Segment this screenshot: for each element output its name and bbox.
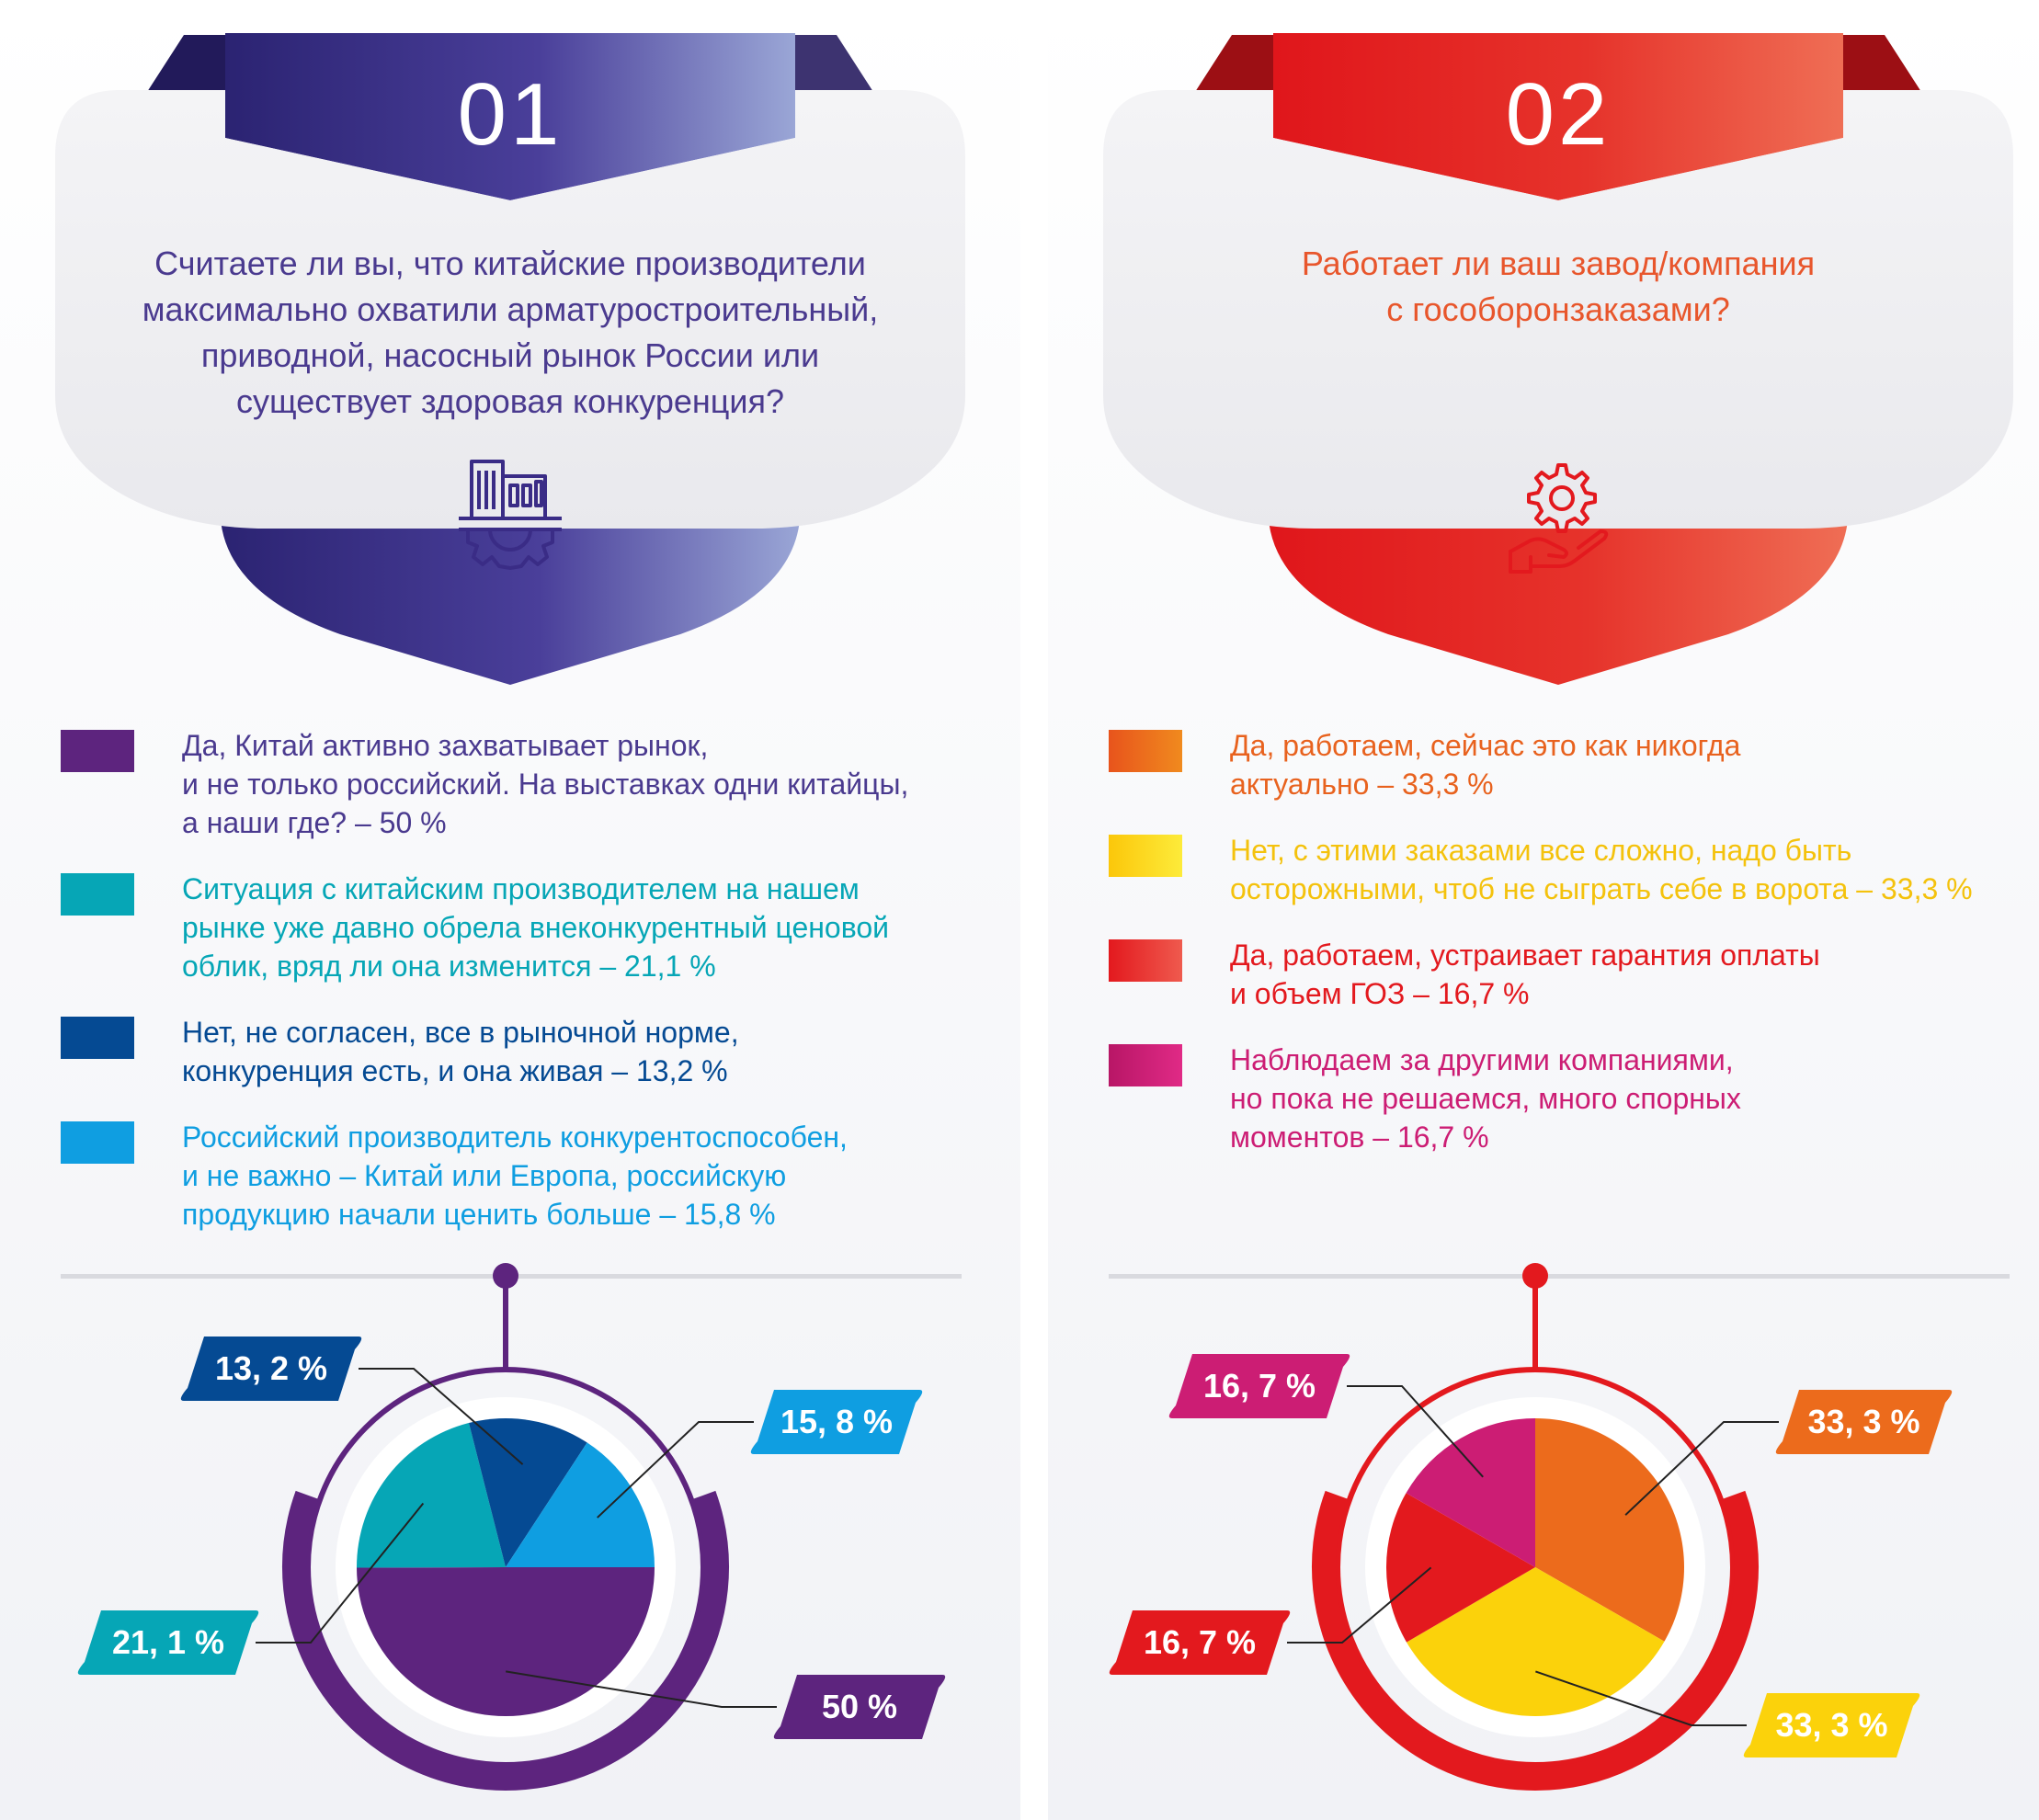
legend-text: актуально – 33,3 % — [1230, 768, 1494, 801]
label-badge — [1743, 1693, 1920, 1757]
legend-swatch — [61, 1121, 134, 1164]
header-banner — [1103, 33, 2013, 685]
gear-hand-icon — [1509, 463, 1609, 574]
outer-ring — [305, 1367, 706, 1768]
pie-slice — [468, 1418, 587, 1567]
question-line: существует здоровая конкуренция? — [236, 382, 784, 420]
label-badge — [1109, 1610, 1291, 1675]
pie-slice — [357, 1567, 655, 1717]
leader-line — [506, 1670, 777, 1708]
legend-text: и объем ГОЗ – 16,7 % — [1230, 977, 1530, 1010]
legend-text: моментов – 16,7 % — [1230, 1120, 1489, 1154]
question-text: Считаете ли вы, что китайские производит… — [120, 241, 901, 425]
legend-item: Нет, не согласен, все в рыночной норме, … — [61, 1013, 998, 1090]
legend-swatch — [1109, 730, 1182, 772]
thick-ring-arc — [282, 1490, 729, 1791]
legend: Да, Китай активно захватывает рынок, и н… — [61, 726, 998, 1261]
question-text: Работает ли ваш завод/компания с гособор… — [1168, 241, 1949, 333]
legend-text: осторожными, чтоб не сыграть себе в воро… — [1230, 872, 1973, 905]
legend-text: конкуренция есть, и она живая – 13,2 % — [182, 1054, 728, 1087]
leader-line — [1535, 1670, 1747, 1726]
data-label: 33, 3 % — [1775, 1706, 1887, 1744]
pie-chart-2: 33, 3 % 33, 3 % 16, 7 % 16, 7 % — [1109, 1263, 1953, 1791]
question-line: максимально охватили арматуростроительны… — [142, 290, 879, 328]
legend-text: но пока не решаемся, много спорных — [1230, 1082, 1741, 1115]
legend-text: Да, работаем, сейчас это как никогда — [1230, 729, 1741, 762]
legend-text: и не только российский. На выставках одн… — [182, 768, 909, 801]
legend-text: Да, работаем, устраивает гарантия оплаты — [1230, 938, 1820, 972]
data-label: 50 % — [822, 1688, 897, 1725]
legend-text: Наблюдаем за другими компаниями, — [1230, 1043, 1734, 1076]
legend-text: продукцию начали ценить больше – 15,8 % — [182, 1198, 776, 1231]
data-label: 13, 2 % — [215, 1349, 327, 1387]
label-badge — [1775, 1390, 1953, 1454]
factory-gear-icon — [459, 460, 562, 570]
legend-swatch — [1109, 939, 1182, 982]
thick-ring-arc — [1312, 1490, 1759, 1791]
panel-1: 01 Считаете ли вы, что китайские произво… — [0, 0, 1020, 1820]
legend-item: Ситуация с китайским производителем на н… — [61, 870, 998, 985]
legend-text: Нет, с этими заказами все сложно, надо б… — [1230, 834, 1852, 867]
legend-text: и не важно – Китай или Европа, российску… — [182, 1159, 787, 1192]
label-badge — [180, 1337, 362, 1401]
legend-swatch — [61, 730, 134, 772]
stem-dot — [493, 1263, 518, 1289]
pie-slice — [1406, 1418, 1535, 1567]
divider — [1109, 1274, 2010, 1279]
legend-swatch — [61, 1017, 134, 1059]
pie-slice — [357, 1423, 506, 1568]
pie-chart-1: 50 % 21, 1 % 13, 2 % 15, 8 % — [77, 1263, 946, 1791]
outer-ring — [1335, 1367, 1736, 1768]
panel-number: 02 — [1505, 65, 1612, 164]
legend-swatch — [1109, 835, 1182, 877]
legend-item: Российский производитель конкурентоспосо… — [61, 1118, 998, 1234]
data-label: 21, 1 % — [112, 1623, 224, 1661]
legend-text: Да, Китай активно захватывает рынок, — [182, 729, 709, 762]
pie-slice — [1535, 1418, 1684, 1642]
legend-text: облик, вряд ли она изменится – 21,1 % — [182, 950, 716, 983]
leader-line — [256, 1502, 425, 1644]
stem-dot — [1522, 1263, 1548, 1289]
legend-text: Российский производитель конкурентоспосо… — [182, 1120, 848, 1154]
legend-text: Ситуация с китайским производителем на н… — [182, 872, 860, 905]
data-label: 33, 3 % — [1807, 1403, 1919, 1440]
leader-line — [597, 1421, 754, 1519]
legend-item: Да, Китай активно захватывает рынок, и н… — [61, 726, 998, 842]
legend-text: рынке уже давно обрела внеконкурентный ц… — [182, 911, 890, 944]
question-line: приводной, насосный рынок России или — [200, 336, 820, 374]
legend-item: Да, работаем, устраивает гарантия оплаты… — [1109, 936, 2039, 1013]
question-line: Работает ли ваш завод/компания — [1301, 245, 1816, 282]
data-label: 16, 7 % — [1144, 1623, 1256, 1661]
legend-item: Да, работаем, сейчас это как никогда акт… — [1109, 726, 2039, 803]
legend-item: Наблюдаем за другими компаниями, но пока… — [1109, 1041, 2039, 1156]
label-badge — [77, 1610, 259, 1675]
label-badge — [773, 1675, 946, 1739]
question-line: Считаете ли вы, что китайские производит… — [154, 245, 866, 282]
leader-line — [1347, 1385, 1484, 1478]
panel-2: 02 Работает ли ваш завод/компания с госо… — [1048, 0, 2039, 1820]
question-line: с гособоронзаказами? — [1386, 290, 1730, 328]
label-badge — [750, 1390, 923, 1454]
leader-line — [1287, 1566, 1432, 1644]
legend-text: Нет, не согласен, все в рыночной норме, — [182, 1016, 739, 1049]
leader-line — [359, 1368, 524, 1465]
header-banner — [55, 33, 965, 685]
legend-item: Нет, с этими заказами все сложно, надо б… — [1109, 831, 2039, 908]
legend: Да, работаем, сейчас это как никогда акт… — [1109, 726, 2039, 1184]
legend-text: а наши где? – 50 % — [182, 806, 447, 839]
legend-swatch — [1109, 1044, 1182, 1086]
panel-number: 01 — [457, 65, 564, 164]
pie-slice — [506, 1442, 655, 1567]
legend-swatch — [61, 873, 134, 916]
label-badge — [1168, 1354, 1350, 1418]
pie-slice — [1407, 1567, 1665, 1716]
leader-line — [1624, 1421, 1779, 1516]
pie-slice — [1386, 1493, 1535, 1643]
data-label: 15, 8 % — [780, 1403, 893, 1440]
data-label: 16, 7 % — [1203, 1367, 1316, 1405]
